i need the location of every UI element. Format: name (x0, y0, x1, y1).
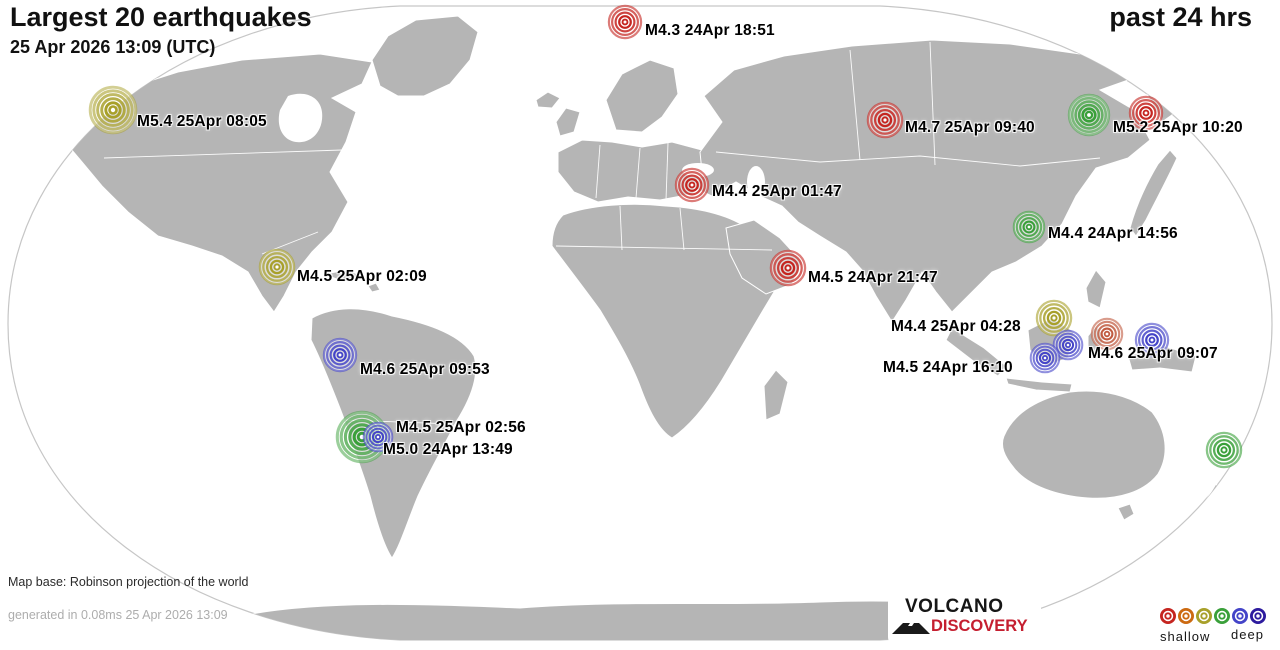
quake-marker[interactable] (1027, 340, 1063, 381)
quake-marker[interactable] (256, 246, 298, 293)
generated-note: generated in 0.08ms 25 Apr 2026 13:09 (8, 608, 228, 622)
quake-rings-icon (1128, 95, 1164, 131)
legend-deep-label: deep (1231, 627, 1264, 642)
quake-label: M5.2 25Apr 10:20 (1113, 119, 1243, 136)
quake-rings-icon (1134, 322, 1170, 358)
logo-volcano-text: VOLCANO (905, 596, 1004, 617)
depth-legend-icon (1232, 608, 1248, 624)
quake-marker[interactable] (360, 419, 396, 460)
quake-label: M4.4 25Apr 01:47 (712, 183, 842, 200)
depth-legend: shallow deep (1158, 603, 1278, 649)
quake-marker[interactable] (1010, 208, 1048, 251)
depth-legend-icon (1214, 608, 1230, 624)
quake-rings-icon (1029, 342, 1061, 374)
quake-label: M4.7 25Apr 09:40 (905, 119, 1035, 136)
quake-rings-icon (258, 248, 296, 286)
depth-legend-icon (1178, 608, 1194, 624)
legend-shallow-label: shallow (1160, 629, 1211, 644)
quake-marker[interactable] (1126, 93, 1166, 138)
quake-marker[interactable] (1203, 429, 1245, 476)
quake-label: M4.4 25Apr 04:28 (891, 318, 1021, 335)
map-timestamp: 25 Apr 2026 13:09 (UTC) (10, 37, 216, 57)
quake-rings-icon (322, 337, 358, 373)
map-base-note: Map base: Robinson projection of the wor… (8, 575, 249, 589)
quake-label: M4.4 24Apr 14:56 (1048, 225, 1178, 242)
quake-rings-icon (674, 167, 710, 203)
quake-marker[interactable] (672, 165, 712, 210)
depth-legend-icon (1250, 608, 1266, 624)
quake-marker[interactable] (320, 335, 360, 380)
quake-label: M4.5 25Apr 02:09 (297, 268, 427, 285)
quake-marker[interactable] (1132, 320, 1172, 365)
quake-label: M4.5 25Apr 02:56 (396, 419, 526, 436)
quake-marker[interactable] (1065, 91, 1113, 144)
quake-rings-icon (607, 4, 643, 40)
depth-legend-icons (1158, 606, 1266, 626)
quake-label: M4.5 24Apr 21:47 (808, 269, 938, 286)
quake-rings-icon (1012, 210, 1046, 244)
page-title: Largest 20 earthquakes (10, 2, 312, 32)
quake-marker[interactable] (864, 99, 906, 146)
quake-marker[interactable] (605, 2, 645, 47)
quake-rings-icon (88, 85, 138, 135)
quake-label: M4.6 25Apr 09:53 (360, 361, 490, 378)
quake-label: M5.0 24Apr 13:49 (383, 441, 513, 458)
quake-label: M4.3 24Apr 18:51 (645, 22, 775, 39)
depth-legend-icon (1196, 608, 1212, 624)
quake-label: M5.4 25Apr 08:05 (137, 113, 267, 130)
quake-rings-icon (1067, 93, 1111, 137)
quake-label: M4.6 25Apr 09:07 (1088, 345, 1218, 362)
volcano-discovery-logo[interactable]: VOLCANO DISCOVERY (888, 593, 1041, 646)
volcano-icon (892, 623, 930, 634)
depth-legend-icon (1160, 608, 1176, 624)
continents (59, 15, 1225, 640)
quake-label: M4.5 24Apr 16:10 (883, 359, 1013, 376)
quake-rings-icon (362, 421, 394, 453)
quake-marker[interactable] (86, 83, 140, 142)
quake-rings-icon (1035, 299, 1073, 337)
time-range: past 24 hrs (1109, 2, 1252, 32)
quake-rings-icon (769, 249, 807, 287)
quake-marker[interactable] (1088, 315, 1126, 358)
quake-marker[interactable] (1033, 297, 1075, 344)
quake-rings-icon (866, 101, 904, 139)
logo-discovery-text: DISCOVERY (931, 617, 1028, 635)
quake-rings-icon (1052, 329, 1084, 361)
quake-marker[interactable] (1050, 327, 1086, 368)
quake-marker[interactable] (767, 247, 809, 294)
quake-rings-icon (1090, 317, 1124, 351)
quake-rings-icon (1205, 431, 1243, 469)
